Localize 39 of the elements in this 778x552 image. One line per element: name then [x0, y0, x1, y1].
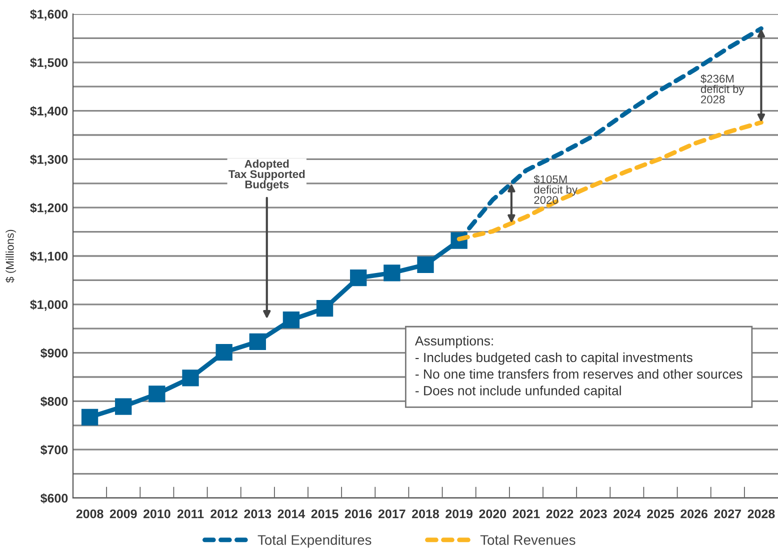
y-tick-label: $1,300	[30, 154, 68, 166]
y-tick-label: $1,400	[30, 106, 68, 118]
x-tick-label: 2023	[580, 509, 607, 518]
x-tick-label: 2008	[76, 509, 104, 518]
x-tick-label: 2028	[748, 509, 775, 518]
x-tick-label: 2020	[479, 509, 506, 518]
y-tick-label: $1,600	[30, 9, 68, 20]
x-tick-label: 2025	[647, 509, 674, 518]
y-tick-label: $1,000	[30, 300, 68, 311]
x-tick-label: 2018	[412, 509, 440, 518]
annotation: Adopted Tax Supported Budgets	[228, 160, 305, 191]
x-tick-label: 2015	[311, 509, 338, 518]
x-tick-label: 2019	[446, 509, 473, 518]
x-tick-label: 2014	[278, 509, 306, 518]
annotation: $105M deficit by 2020	[534, 174, 578, 204]
annotation: Assumptions: - Includes budgeted cash to capital investments - No one time transfers from reserves and other sources - Does not include unfunded capital	[414, 336, 742, 398]
y-tick-label: $1,100	[30, 251, 68, 262]
y-tick-label: $1,200	[30, 202, 68, 214]
y-tick-label: $600	[40, 493, 68, 504]
y-axis-title: $ (Millions)	[5, 230, 16, 283]
x-tick-label: 2022	[546, 509, 574, 518]
x-tick-label: 2013	[244, 509, 272, 518]
x-tick-label: 2021	[512, 509, 540, 518]
x-tick-label: 2011	[177, 509, 204, 518]
annotation: $236M deficit by 2028	[700, 74, 744, 104]
legend-label: Total Expenditures	[258, 534, 372, 548]
x-tick-label: 2026	[680, 509, 708, 518]
x-tick-label: 2016	[344, 509, 372, 518]
x-tick-label: 2012	[210, 509, 238, 518]
y-tick-label: $800	[40, 396, 68, 407]
y-tick-label: $1,500	[30, 58, 68, 69]
x-tick-label: 2009	[110, 509, 137, 518]
y-tick-label: $900	[40, 348, 68, 358]
legend-label: Total Revenues	[480, 534, 576, 545]
y-tick-label: $700	[40, 444, 68, 456]
x-tick-label: 2010	[143, 509, 170, 518]
x-tick-label: 2017	[378, 509, 406, 518]
x-tick-label: 2027	[714, 509, 741, 518]
x-tick-label: 2024	[613, 509, 641, 518]
